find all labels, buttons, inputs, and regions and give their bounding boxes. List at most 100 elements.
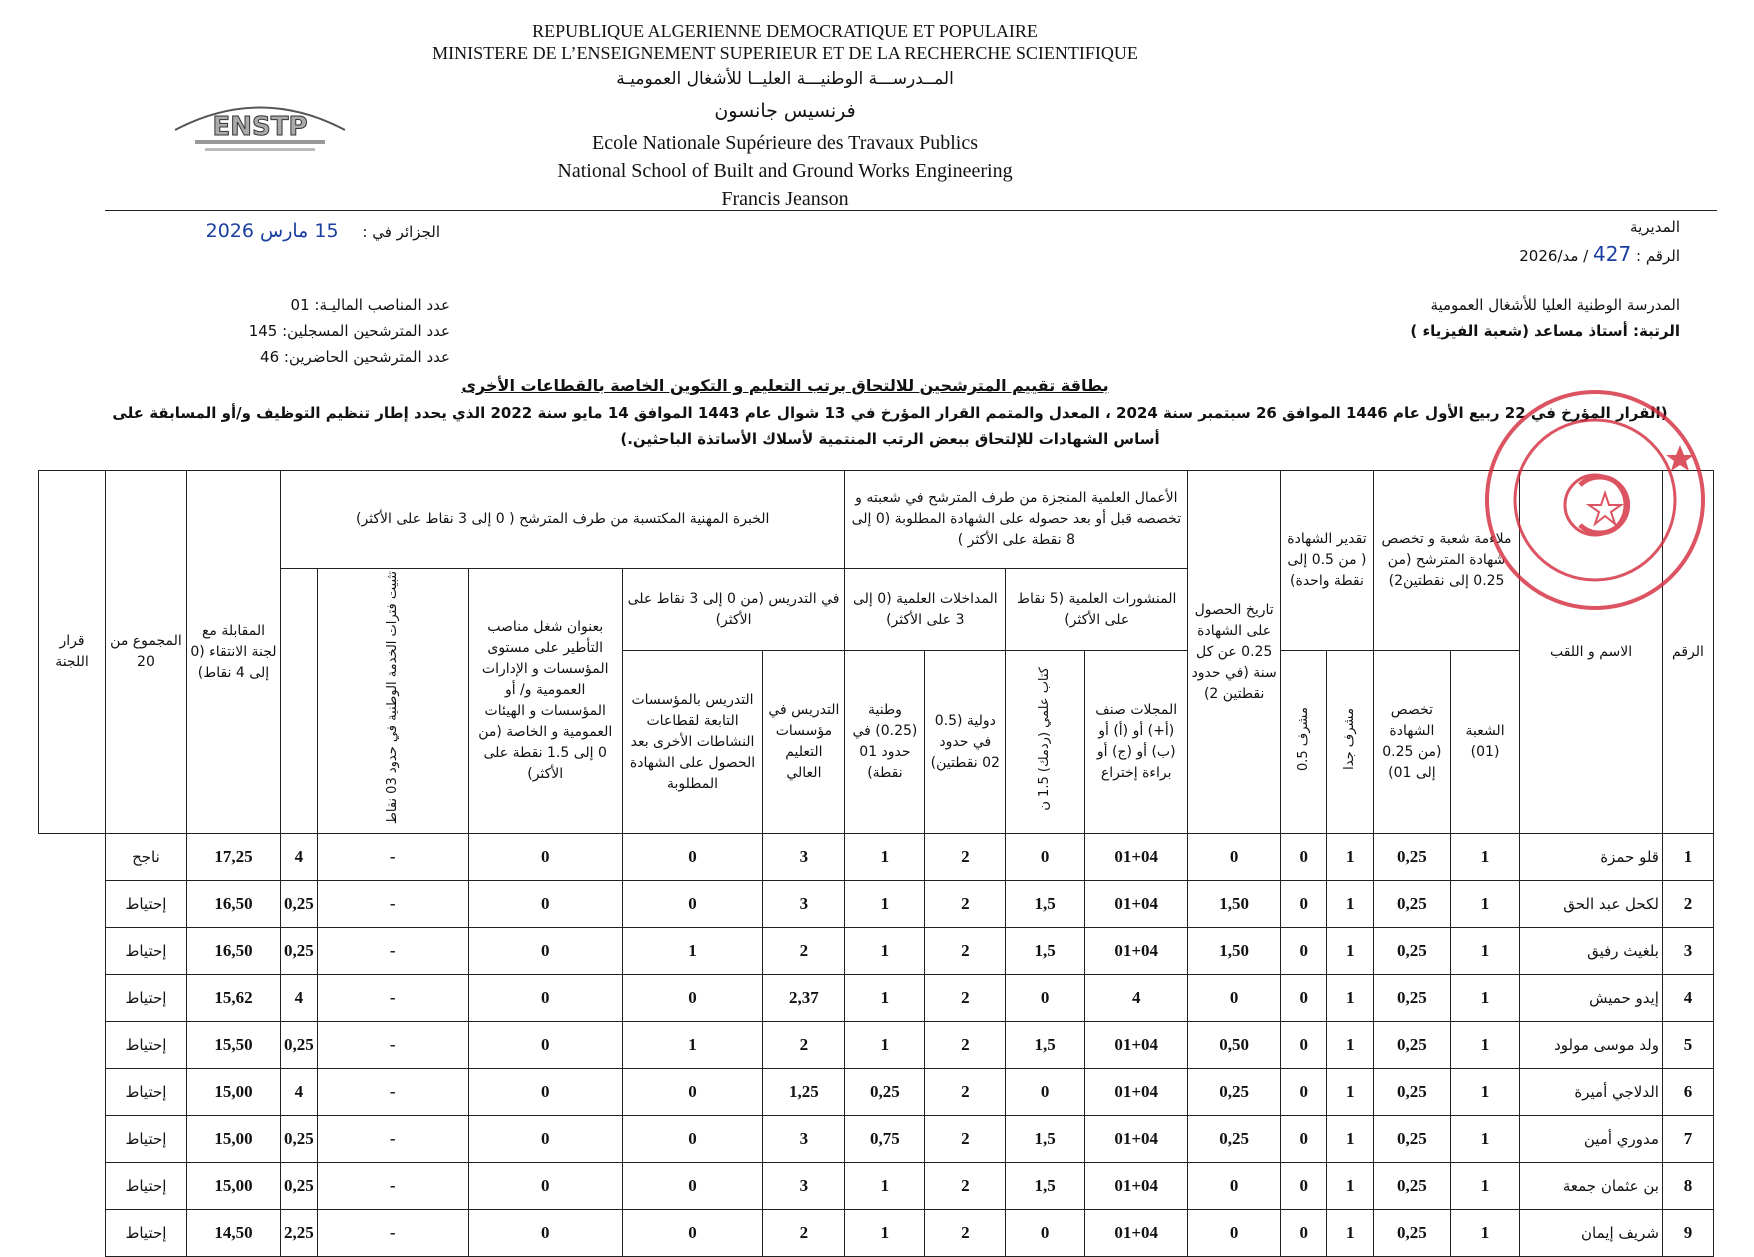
- civic-service-cell: -: [316, 1115, 469, 1164]
- directorate-label: المديرية: [1630, 218, 1680, 236]
- row-number-cell: 5: [1661, 1021, 1715, 1070]
- grade-very-honorable-cell: 1: [1326, 927, 1374, 976]
- header-fit-branch: الشعبة (01): [1449, 650, 1521, 835]
- fit-branch-cell: 1: [1449, 1162, 1521, 1211]
- candidate-name-cell: إيدو حميش: [1519, 974, 1663, 1023]
- row-number-cell: 9: [1661, 1209, 1715, 1257]
- degree-date-score-cell: 1,50: [1187, 880, 1282, 929]
- degree-date-score-cell: 0: [1187, 1209, 1282, 1257]
- header-line-6: National School of Built and Ground Work…: [557, 160, 1013, 182]
- header-interview: المقابلة مع لجنة الانتقاء (0 إلى 4 نقاط): [185, 469, 281, 835]
- grade-very-honorable-cell: 1: [1326, 1162, 1374, 1211]
- fit-branch-cell: 1: [1449, 974, 1521, 1023]
- management-cell: 0: [467, 974, 623, 1023]
- journals-cell: 01+04: [1084, 1162, 1189, 1211]
- total-cell: 15,50: [185, 1021, 281, 1070]
- table-row: 2 لكحل عبد الحق 1 0,25 1 0 1,50 01+04 1,5 2 1 3 0 0-0…: [39, 880, 1715, 929]
- grade-honorable-cell: 0: [1280, 1209, 1328, 1257]
- total-cell: 15,00: [185, 1115, 281, 1164]
- evaluation-table: الرقم الاسم و اللقب ملاءمة شعبة و تخصص ش…: [38, 469, 1715, 1257]
- conf-international-cell: 2: [924, 927, 1007, 976]
- conf-national-cell: 1: [844, 974, 926, 1023]
- fit-branch-cell: 1: [1449, 1115, 1521, 1164]
- candidate-name-cell: مدوري أمين: [1519, 1115, 1663, 1164]
- header-line-3: المــدرســـة الوطنيـــة العليــا للأشغال…: [616, 69, 954, 89]
- interview-cell: 0,25: [279, 1115, 318, 1164]
- header-conferences: المداخلات العلمية (0 إلى 3 على الأكثر): [844, 567, 1007, 652]
- candidate-name-cell: بلغيث رفيق: [1519, 927, 1663, 976]
- teaching-other-cell: 1: [621, 1021, 764, 1070]
- journals-cell: 01+04: [1084, 880, 1189, 929]
- table-row: 8 بن عثمان جمعة 1 0,25 1 0 0 01+04 1,5 2 1 3 0 0-0,25…: [39, 1162, 1715, 1211]
- header-grade-very-honorable: مشرف جدا: [1326, 650, 1374, 835]
- teaching-university-cell: 3: [762, 1115, 846, 1164]
- civic-service-cell: -: [316, 1021, 469, 1070]
- header-teaching-other: التدريس بالمؤسسات التابعة لقطاعات النشاط…: [621, 650, 764, 835]
- row-number-cell: 4: [1661, 974, 1715, 1023]
- total-cell: 14,50: [185, 1209, 281, 1257]
- reference-handwritten: 427: [1593, 242, 1632, 266]
- journals-cell: 01+04: [1084, 833, 1189, 882]
- grade-very-honorable-cell: 1: [1326, 880, 1374, 929]
- civic-service-cell: -: [316, 833, 469, 882]
- header-journals: المجلات صنف (أ+) أو (أ) أو (ب) أو (ج) أو…: [1084, 650, 1189, 835]
- candidate-name-cell: لكحل عبد الحق: [1519, 880, 1663, 929]
- journals-cell: 01+04: [1084, 1115, 1189, 1164]
- book-cell: 1,5: [1005, 1162, 1086, 1211]
- management-cell: 0: [467, 1115, 623, 1164]
- book-cell: 0: [1005, 974, 1086, 1023]
- header-teaching: في التدريس (من 0 إلى 3 نقاط على الأكثر): [621, 567, 846, 652]
- teaching-other-cell: 0: [621, 1162, 764, 1211]
- teaching-university-cell: 2,37: [762, 974, 846, 1023]
- conf-national-cell: 1: [844, 1021, 926, 1070]
- fit-specialty-cell: 0,25: [1372, 1021, 1451, 1070]
- svg-text:ENSTP: ENSTP: [212, 112, 307, 142]
- candidate-name-cell: بن عثمان جمعة: [1519, 1162, 1663, 1211]
- conf-national-cell: 1: [844, 833, 926, 882]
- degree-date-score-cell: 0,25: [1187, 1068, 1282, 1117]
- official-stamp: [1480, 385, 1710, 620]
- header-conf-national: وطنية (0.25) في حدود 01 نقطة): [844, 650, 926, 835]
- decision-cell: إحتياط: [104, 1021, 187, 1070]
- conf-international-cell: 2: [924, 1115, 1007, 1164]
- header-grade: تقدير الشهادة ( من 0.5 إلى نقطة واحدة): [1280, 469, 1374, 652]
- header-divider: [105, 210, 1717, 211]
- fit-specialty-cell: 0,25: [1372, 927, 1451, 976]
- decision-cell: إحتياط: [104, 974, 187, 1023]
- conf-national-cell: 1: [844, 1209, 926, 1257]
- fit-branch-cell: 1: [1449, 1021, 1521, 1070]
- header-book: كتاب علمي (ردمك) 1.5 ن: [1005, 650, 1086, 835]
- decision-cell: إحتياط: [104, 927, 187, 976]
- conf-international-cell: 2: [924, 1162, 1007, 1211]
- header-date: تاريخ الحصول على الشهادة 0.25 عن كل سنة …: [1187, 469, 1282, 835]
- fit-branch-cell: 1: [1449, 833, 1521, 882]
- book-cell: 0: [1005, 1209, 1086, 1257]
- header-decision: قرار اللجنة: [38, 469, 106, 835]
- row-number-cell: 7: [1661, 1115, 1715, 1164]
- fit-branch-cell: 1: [1449, 1209, 1521, 1257]
- row-number-cell: 1: [1661, 833, 1715, 882]
- interview-cell: 0,25: [279, 880, 318, 929]
- decision-cell: إحتياط: [104, 880, 187, 929]
- grade-honorable-cell: 0: [1280, 1162, 1328, 1211]
- header-civic-service: تثبيت فترات الخدمة الوطنية في حدود 03 نق…: [316, 567, 469, 835]
- conf-international-cell: 2: [924, 833, 1007, 882]
- school-name-ar: المدرسة الوطنية العليا للأشغال العمومية: [1430, 296, 1680, 314]
- candidate-name-cell: الدلاجي أميرة: [1519, 1068, 1663, 1117]
- management-cell: 0: [467, 1068, 623, 1117]
- teaching-other-cell: 0: [621, 1115, 764, 1164]
- row-number-cell: 6: [1661, 1068, 1715, 1117]
- table-row: 4 إيدو حميش 1 0,25 1 0 0 4 0 2 1 2,37 0 0-4 15,62 إحتيا…: [39, 974, 1715, 1023]
- decision-cell: ناجح: [104, 833, 187, 882]
- grade-very-honorable-cell: 1: [1326, 974, 1374, 1023]
- table-row: 9 شريف إيمان 1 0,25 1 0 0 01+04 0 2 1 2 0 0-2,25 14,50…: [39, 1209, 1715, 1257]
- teaching-other-cell: 1: [621, 927, 764, 976]
- journals-cell: 01+04: [1084, 1021, 1189, 1070]
- teaching-university-cell: 2: [762, 1209, 846, 1257]
- header-line-4: فرنسيس جانسون: [714, 100, 856, 122]
- conf-national-cell: 1: [844, 880, 926, 929]
- grade-honorable-cell: 0: [1280, 974, 1328, 1023]
- conf-international-cell: 2: [924, 1068, 1007, 1117]
- grade-very-honorable-cell: 1: [1326, 1068, 1374, 1117]
- conf-international-cell: 2: [924, 1021, 1007, 1070]
